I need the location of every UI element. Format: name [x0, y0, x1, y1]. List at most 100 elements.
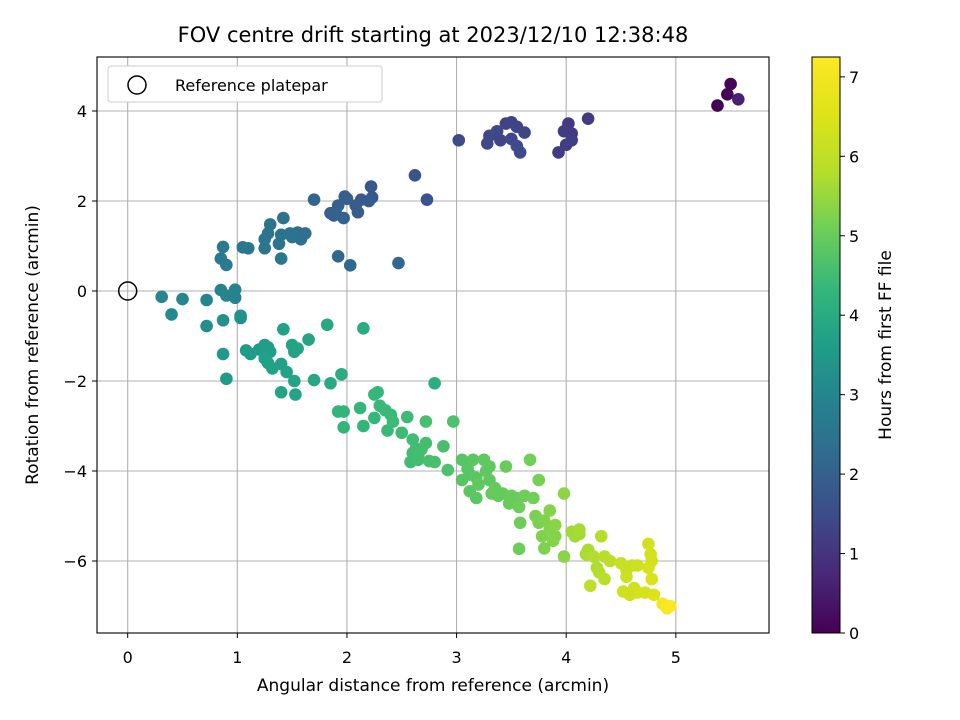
data-point: [437, 439, 450, 453]
data-point: [557, 124, 571, 138]
data-point: [527, 491, 540, 505]
data-point: [664, 599, 677, 613]
x-tick-label: 4: [561, 648, 571, 667]
data-point: [523, 453, 537, 467]
data-point: [518, 126, 531, 139]
data-point: [280, 365, 293, 379]
data-point: [216, 347, 230, 361]
data-point: [291, 342, 304, 355]
legend-box: [107, 65, 383, 103]
data-point: [386, 415, 400, 428]
data-point: [552, 146, 565, 159]
data-point: [419, 415, 433, 428]
data-point: [584, 579, 597, 593]
data-point: [557, 487, 571, 500]
data-point: [337, 405, 350, 418]
data-point: [368, 411, 381, 425]
y-tick-label: 0: [77, 282, 87, 301]
data-point: [573, 523, 586, 536]
data-points: [155, 77, 745, 615]
x-tick-label: 5: [671, 648, 681, 667]
data-point: [274, 385, 288, 399]
data-point: [480, 137, 494, 150]
data-point: [587, 550, 600, 563]
data-point: [647, 588, 661, 602]
colorbar-tick-label: 7: [849, 68, 859, 87]
data-point: [452, 133, 466, 147]
y-tick-label: −4: [63, 462, 87, 481]
data-point: [537, 542, 551, 555]
legend: Reference platepar: [107, 65, 383, 103]
y-tick-label: −6: [63, 552, 87, 571]
data-point: [234, 309, 247, 323]
data-point: [548, 518, 562, 532]
y-tick-label: −2: [63, 372, 87, 391]
data-point: [200, 319, 213, 333]
data-point: [307, 373, 321, 387]
data-point: [324, 206, 337, 220]
x-tick-label: 2: [342, 648, 352, 667]
data-point: [642, 561, 655, 575]
data-point: [466, 453, 480, 467]
colorbar-tick-label: 1: [849, 545, 859, 564]
data-point: [603, 554, 617, 568]
data-point: [419, 436, 433, 450]
data-point: [258, 232, 272, 246]
x-axis-ticks: 0 1 2 3 4 5: [123, 633, 681, 667]
colorbar-ticks: 0 1 2 3 4 5 6 7: [840, 68, 859, 643]
x-axis-label: Angular distance from reference (arcmin): [257, 676, 609, 696]
data-point: [338, 190, 352, 203]
data-point: [408, 169, 422, 182]
data-point: [441, 463, 455, 477]
data-point: [335, 367, 348, 381]
plot-frame: [96, 56, 770, 634]
data-point: [411, 453, 425, 467]
y-axis-ticks: −6 −4 −2 0 2 4: [63, 102, 97, 571]
x-tick-label: 3: [451, 648, 461, 667]
data-point: [581, 112, 595, 125]
data-point: [620, 570, 633, 584]
data-point: [337, 211, 350, 225]
colorbar-tick-label: 6: [849, 147, 859, 166]
data-point: [364, 180, 378, 193]
data-point: [565, 133, 578, 147]
data-point: [216, 240, 230, 254]
colorbar-tick-label: 5: [849, 227, 859, 246]
data-point: [155, 290, 168, 304]
data-point: [357, 322, 370, 335]
data-point: [302, 333, 315, 346]
y-tick-label: 4: [77, 102, 87, 121]
chart-title: FOV centre drift starting at 2023/12/10 …: [178, 23, 689, 47]
data-point: [236, 241, 250, 254]
data-point: [371, 385, 384, 399]
x-tick-label: 1: [232, 648, 242, 667]
data-point: [483, 460, 496, 473]
colorbar: 0 1 2 3 4 5 6 7 Hours from first FF file: [811, 56, 896, 643]
data-point: [272, 237, 286, 251]
y-axis-label: Rotation from reference (arcmin): [23, 205, 43, 485]
colorbar-tick-label: 4: [849, 306, 859, 325]
data-point: [724, 77, 737, 91]
legend-label: Reference platepar: [175, 76, 328, 95]
data-point: [324, 376, 337, 390]
data-point: [513, 516, 527, 530]
plot-area: [97, 57, 769, 633]
data-point: [594, 529, 608, 543]
data-point: [320, 318, 334, 332]
data-point: [337, 421, 350, 434]
data-point: [392, 256, 405, 270]
data-point: [353, 401, 367, 415]
data-point: [543, 504, 557, 517]
data-point: [400, 410, 414, 424]
data-point: [598, 572, 611, 586]
data-point: [428, 376, 441, 390]
data-point: [351, 205, 365, 219]
data-point: [532, 473, 546, 487]
data-point: [470, 491, 483, 505]
data-point: [631, 559, 644, 572]
data-point: [499, 460, 513, 473]
data-point: [343, 259, 357, 272]
data-point: [216, 313, 230, 327]
data-point: [721, 88, 734, 101]
